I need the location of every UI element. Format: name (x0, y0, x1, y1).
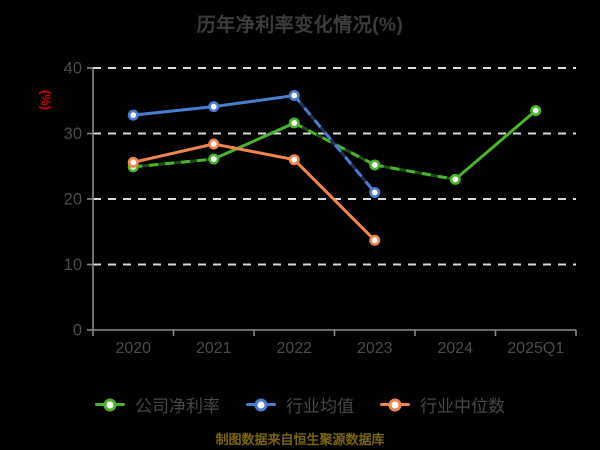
legend-marker-company-net-margin-icon (95, 397, 125, 412)
data-point-company-net-margin (449, 173, 461, 185)
x-tick-label: 2022 (276, 340, 312, 357)
legend-marker-industry-median-icon (380, 397, 410, 412)
data-point-company-net-margin (369, 159, 381, 171)
data-point-industry-median (369, 234, 381, 246)
data-point-industry-mean (369, 186, 381, 198)
data-point-industry-mean (208, 101, 220, 113)
x-tick-label: 2021 (196, 340, 232, 357)
series-line-company-net-margin (374, 163, 456, 181)
series-line-industry-median (292, 158, 377, 242)
data-point-company-net-margin (530, 105, 542, 117)
y-tick-label: 0 (73, 322, 82, 340)
series-line-industry-median (131, 142, 216, 164)
x-tick-label: 2024 (437, 340, 473, 357)
y-tick-label: 20 (64, 191, 82, 209)
data-point-industry-median (208, 138, 220, 150)
series-line-company-net-margin (133, 157, 214, 169)
data-point-company-net-margin (288, 117, 300, 129)
x-tick-label: 2023 (357, 340, 393, 357)
legend-label-company-net-margin: 公司净利率 (135, 397, 220, 416)
data-point-industry-mean (288, 90, 300, 102)
x-tick-label: 2020 (115, 340, 151, 357)
y-tick-label: 10 (64, 256, 82, 274)
series-line-company-net-margin (212, 121, 296, 161)
legend-label-industry-mean: 行业均值 (286, 397, 354, 416)
data-point-industry-median (127, 156, 139, 168)
data-point-industry-mean (127, 109, 139, 121)
series-line-industry-mean (131, 105, 216, 117)
legend-label-industry-median: 行业中位数 (420, 397, 505, 416)
legend-item-industry-median: 行业中位数 (380, 392, 505, 417)
series-line-industry-mean (293, 94, 376, 194)
chart-title: 历年净利率变化情况(%) (196, 15, 404, 36)
data-point-company-net-margin (208, 153, 220, 165)
data-source-caption: 制图数据来自恒生聚源数据库 (215, 432, 385, 447)
data-point-industry-median (288, 154, 300, 166)
legend-item-company-net-margin: 公司净利率 (95, 392, 220, 417)
legend: 公司净利率 行业均值 行业中位数 (0, 392, 600, 417)
series-line-industry-median (212, 142, 296, 162)
x-tick-label: 2025Q1 (507, 340, 564, 357)
y-tick-label: 40 (64, 60, 82, 78)
series-line-company-net-margin (453, 109, 538, 181)
series-line-industry-mean (212, 94, 296, 109)
legend-item-industry-mean: 行业均值 (246, 392, 354, 417)
y-tick-label: 30 (64, 125, 82, 143)
legend-marker-industry-mean-icon (246, 397, 276, 412)
